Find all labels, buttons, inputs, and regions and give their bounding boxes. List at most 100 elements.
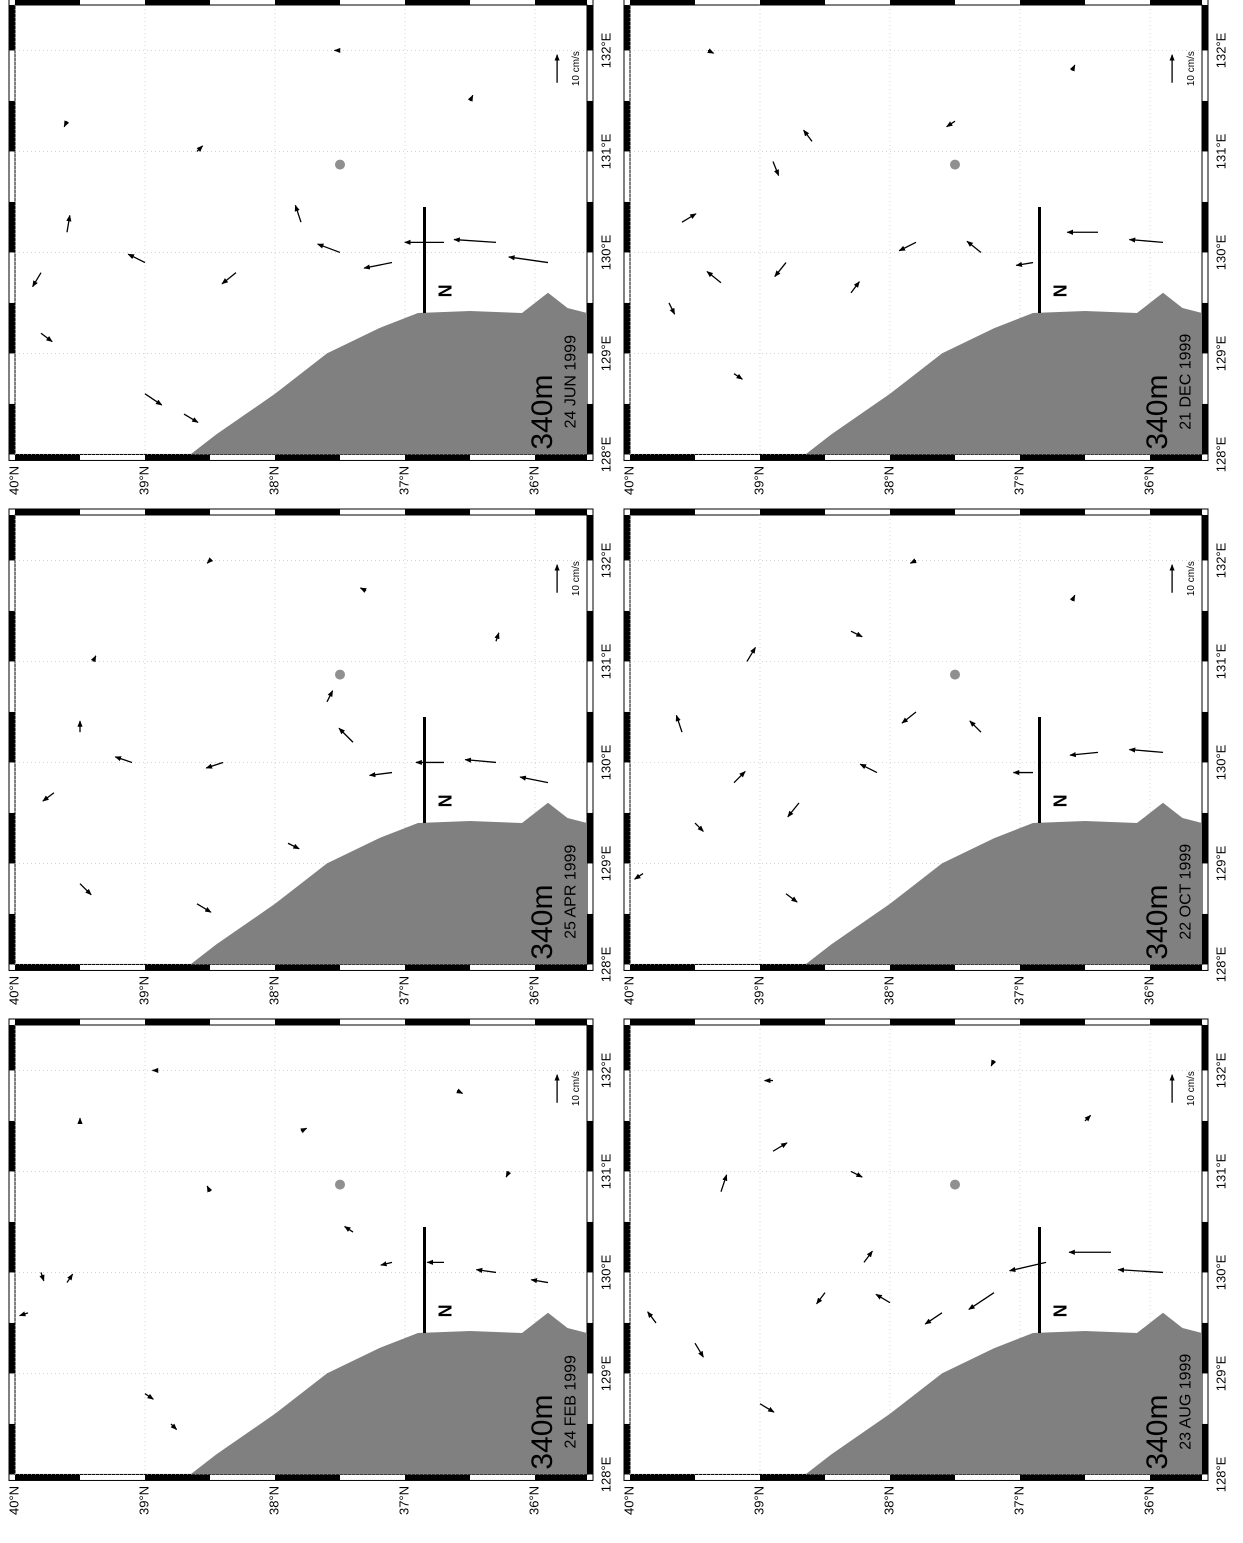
frame-bar [9, 611, 15, 662]
frame-bar [1202, 1222, 1208, 1273]
frame-bar [535, 964, 587, 970]
frame-bar [630, 509, 695, 515]
frame-bar [630, 1474, 695, 1480]
frame-bar [630, 454, 695, 460]
lon-tick-label: 132°E [598, 32, 613, 68]
lon-tick-label: 128°E [598, 436, 613, 472]
frame-bar [760, 964, 825, 970]
lat-tick-label: 36°N [526, 976, 541, 1005]
frame-bar [587, 5, 593, 50]
frame-bar [1150, 509, 1202, 515]
frame-bar [1202, 914, 1208, 965]
frame-bar [15, 0, 80, 5]
lon-tick-label: 131°E [1213, 643, 1228, 679]
lat-tick-label: 36°N [526, 466, 541, 495]
frame-bar [587, 202, 593, 253]
frame-bar [1020, 1474, 1085, 1480]
lat-tick-label: 39°N [751, 1486, 766, 1515]
frame-bar [587, 515, 593, 560]
scale-label: 10 cm/s [1186, 1071, 1197, 1106]
frame-bar [9, 101, 15, 152]
frame-bar [624, 611, 630, 662]
lat-tick-label: 36°N [526, 1486, 541, 1515]
frame-bar [587, 813, 593, 864]
island [335, 1180, 345, 1190]
lon-tick-label: 128°E [1213, 436, 1228, 472]
frame-bar [9, 712, 15, 763]
frame-bar [1150, 0, 1202, 5]
lat-tick-label: 37°N [1011, 466, 1026, 495]
frame-bar [760, 454, 825, 460]
lat-tick-label: 39°N [751, 466, 766, 495]
frame-bar [624, 1025, 630, 1070]
frame-bar [587, 404, 593, 455]
frame-bar [145, 1019, 210, 1025]
frame-bar [15, 509, 80, 515]
frame-bar [15, 1019, 80, 1025]
scale-label: 10 cm/s [571, 561, 582, 596]
frame-bar [587, 101, 593, 152]
frame-bar [9, 515, 15, 560]
scale-label: 10 cm/s [571, 51, 582, 86]
date-label: 23 AUG 1999 [1178, 1354, 1195, 1450]
lon-tick-label: 130°E [598, 744, 613, 780]
frame-bar [760, 1019, 825, 1025]
frame-bar [1202, 515, 1208, 560]
map-panel: 40°N39°N38°N37°N36°N128°E129°E130°E131°E… [6, 1019, 613, 1515]
frame-bar [587, 712, 593, 763]
lon-tick-label: 132°E [1213, 542, 1228, 578]
frame-bar [1202, 611, 1208, 662]
frame-bar [624, 1323, 630, 1374]
frame-bar [9, 5, 15, 50]
frame-bar [890, 964, 955, 970]
frame-bar [1020, 0, 1085, 5]
lat-tick-label: 38°N [266, 976, 281, 1005]
figure: 40°N39°N38°N37°N36°N128°E129°E130°E131°E… [0, 0, 1243, 1538]
date-label: 24 JUN 1999 [563, 335, 580, 428]
island [335, 670, 345, 680]
depth-label: 340m [526, 885, 559, 960]
frame-bar [760, 0, 825, 5]
lat-tick-label: 40°N [621, 976, 636, 1005]
scale-label: 10 cm/s [1186, 561, 1197, 596]
lon-tick-label: 131°E [1213, 1153, 1228, 1189]
section-label: N [1050, 1304, 1070, 1317]
scale-label: 10 cm/s [571, 1071, 582, 1106]
frame-bar [1202, 813, 1208, 864]
frame-bar [9, 1121, 15, 1172]
frame-bar [535, 509, 587, 515]
lat-tick-label: 40°N [621, 466, 636, 495]
depth-label: 340m [526, 375, 559, 450]
lat-tick-label: 38°N [266, 466, 281, 495]
frame-bar [145, 964, 210, 970]
frame-bar [1150, 964, 1202, 970]
frame-bar [624, 101, 630, 152]
frame-bar [587, 1121, 593, 1172]
lat-tick-label: 39°N [136, 466, 151, 495]
frame-bar [1020, 454, 1085, 460]
scale-label: 10 cm/s [1186, 51, 1197, 86]
frame-bar [624, 5, 630, 50]
frame-bar [587, 303, 593, 354]
lat-tick-label: 36°N [1141, 976, 1156, 1005]
frame-bar [145, 454, 210, 460]
frame-bar [587, 1323, 593, 1374]
lat-tick-label: 39°N [136, 1486, 151, 1515]
frame-bar [9, 914, 15, 965]
frame-bar [1202, 712, 1208, 763]
island [950, 160, 960, 170]
lon-tick-label: 128°E [598, 946, 613, 982]
frame-bar [1202, 1424, 1208, 1475]
map-panel: 40°N39°N38°N37°N36°N128°E129°E130°E131°E… [6, 0, 613, 495]
frame-bar [1202, 1025, 1208, 1070]
depth-label: 340m [1141, 375, 1174, 450]
lon-tick-label: 128°E [1213, 946, 1228, 982]
frame-bar [145, 1474, 210, 1480]
frame-bar [1202, 1121, 1208, 1172]
frame-bar [630, 964, 695, 970]
section-label: N [1050, 284, 1070, 297]
depth-label: 340m [526, 1395, 559, 1470]
island [950, 670, 960, 680]
frame-bar [405, 1019, 470, 1025]
